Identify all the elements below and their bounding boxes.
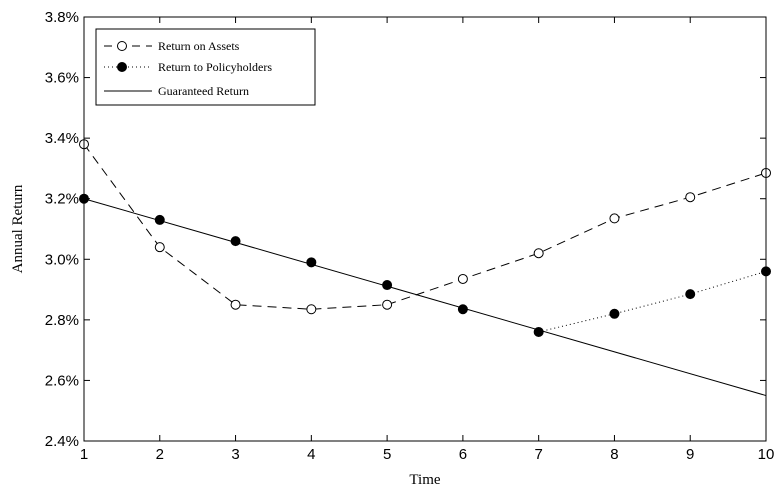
plot-layer — [79, 139, 771, 397]
y-axis-title: Annual Return — [10, 184, 26, 273]
x-tick-label: 1 — [80, 446, 88, 463]
legend-marker-return-on-assets — [117, 41, 127, 51]
point-return-on-assets — [306, 304, 317, 315]
y-tick-label: 2.8% — [45, 312, 79, 329]
series-line-return-on-assets — [83, 143, 767, 310]
x-tick-label: 10 — [758, 446, 775, 463]
point-return-to-policyholders — [609, 308, 620, 319]
axis-ticks: 1 2 3 4 5 6 7 8 9 10 2.4% 2.6% 2.8% 3.0% 3.2% 3.4% 3.6% 3… — [45, 9, 775, 463]
y-tick-label: 2.6% — [45, 372, 79, 389]
legend-marker-return-to-policyholders — [117, 62, 127, 72]
x-axis-title: Time — [409, 472, 440, 488]
x-tick-label: 2 — [156, 446, 164, 463]
legend-label-guaranteed-return: Guaranteed Return — [158, 84, 249, 98]
y-tick-label: 3.2% — [45, 191, 79, 208]
point-return-on-assets — [457, 273, 468, 284]
y-tick-label: 3.4% — [45, 130, 79, 147]
x-tick-label: 5 — [383, 446, 391, 463]
point-return-on-assets — [382, 299, 393, 310]
y-tick-label: 3.0% — [45, 251, 79, 268]
x-tick-label: 3 — [231, 446, 239, 463]
x-tick-label: 4 — [307, 446, 315, 463]
legend-label-return-to-policyholders: Return to Policyholders — [158, 60, 272, 74]
point-return-on-assets — [230, 299, 241, 310]
x-tick-label: 9 — [686, 446, 694, 463]
point-return-to-policyholders — [685, 289, 696, 300]
point-return-to-policyholders — [154, 214, 165, 225]
legend-label-return-on-assets: Return on Assets — [158, 39, 240, 53]
y-tick-label: 3.8% — [45, 9, 79, 26]
legend: Return on Assets Return to Policyholders… — [95, 28, 316, 106]
series-line-return-to-policyholders — [538, 270, 767, 333]
point-return-on-assets — [609, 213, 620, 224]
y-tick-label: 2.4% — [45, 433, 79, 450]
plot-frame — [83, 16, 767, 442]
point-return-on-assets — [685, 192, 696, 203]
y-tick-label: 3.6% — [45, 70, 79, 87]
x-tick-label: 7 — [534, 446, 542, 463]
x-tick-label: 6 — [459, 446, 467, 463]
series-line-guaranteed-return — [83, 198, 767, 397]
point-return-on-assets — [533, 248, 544, 259]
x-tick-label: 8 — [610, 446, 618, 463]
point-return-on-assets — [154, 242, 165, 253]
